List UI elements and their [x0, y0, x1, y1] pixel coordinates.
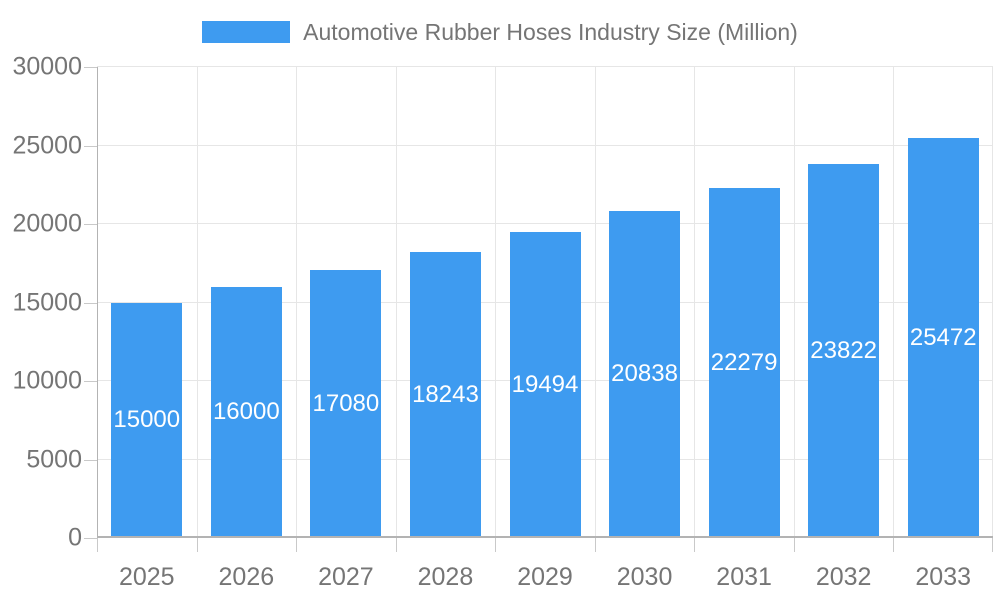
bar-value-label: 16000 — [212, 398, 280, 426]
x-axis-label: 2028 — [417, 563, 474, 591]
x-axis-tick — [794, 538, 795, 552]
y-axis-label: 10000 — [12, 366, 82, 395]
x-axis-tick — [495, 538, 496, 552]
x-axis-label: 2033 — [915, 563, 972, 591]
bar[interactable] — [409, 251, 481, 536]
x-axis-tick — [296, 538, 297, 552]
x-axis-label: 2029 — [517, 563, 573, 591]
y-gridline — [97, 66, 993, 67]
y-axis-tick — [84, 224, 97, 225]
x-gridline — [992, 67, 993, 538]
x-gridline — [893, 67, 894, 538]
x-gridline — [794, 67, 795, 538]
y-axis-line — [97, 67, 98, 538]
y-axis-tick — [84, 145, 97, 147]
bar[interactable] — [808, 164, 880, 536]
bar-value-label: 17080 — [312, 389, 380, 417]
bar[interactable] — [111, 302, 183, 536]
x-axis-label: 2027 — [318, 563, 374, 591]
bar[interactable] — [907, 138, 979, 536]
bar[interactable] — [609, 210, 681, 536]
x-axis-tick — [97, 538, 98, 552]
x-axis-label: 2032 — [815, 563, 872, 591]
bar-value-label: 15000 — [113, 406, 181, 434]
x-axis-label: 2026 — [218, 563, 275, 591]
bar[interactable] — [310, 269, 382, 536]
bar-value-label: 18243 — [412, 380, 479, 408]
y-gridline — [97, 223, 993, 224]
y-axis-tick — [84, 302, 97, 304]
x-axis-label: 2030 — [616, 563, 673, 591]
x-axis-tick — [992, 538, 993, 552]
y-axis-tick — [84, 459, 97, 461]
x-axis-label: 2025 — [118, 563, 175, 591]
x-axis-tick — [893, 538, 894, 552]
y-axis-tick — [84, 381, 97, 382]
bar-value-label: 22279 — [710, 349, 778, 377]
x-gridline — [296, 67, 297, 538]
y-axis-label: 5000 — [26, 445, 82, 473]
x-axis-tick — [396, 538, 397, 552]
bar-value-label: 25472 — [909, 324, 977, 352]
bar[interactable] — [210, 286, 282, 536]
y-axis-tick — [84, 67, 97, 68]
y-axis-label: 15000 — [12, 288, 82, 316]
bar[interactable] — [509, 231, 581, 536]
y-axis-label: 25000 — [12, 131, 82, 159]
y-axis-tick — [84, 538, 97, 539]
x-axis-zero-line — [97, 536, 993, 538]
chart-legend[interactable]: Automotive Rubber Hoses Industry Size (M… — [0, 18, 1000, 46]
x-axis-tick — [595, 538, 596, 552]
x-gridline — [197, 67, 198, 538]
y-axis-label: 20000 — [12, 209, 82, 238]
x-gridline — [396, 67, 397, 538]
x-gridline — [694, 67, 695, 538]
x-gridline — [495, 67, 496, 538]
bar-value-label: 23822 — [810, 336, 878, 364]
x-gridline — [595, 67, 596, 538]
y-gridline — [97, 144, 993, 146]
legend-label: Automotive Rubber Hoses Industry Size (M… — [303, 18, 798, 45]
x-axis-tick — [197, 538, 198, 552]
bar-value-label: 20838 — [611, 360, 678, 388]
bar-value-label: 19494 — [511, 370, 579, 398]
y-axis-label: 0 — [68, 523, 82, 552]
x-axis-tick — [694, 538, 695, 552]
y-axis-label: 30000 — [12, 52, 82, 81]
x-axis-label: 2031 — [716, 563, 772, 591]
bar[interactable] — [708, 188, 780, 536]
plot-area: 15000 16000 17080 18243 19494 20838 22279 23822… — [97, 66, 993, 538]
legend-swatch — [202, 21, 291, 43]
